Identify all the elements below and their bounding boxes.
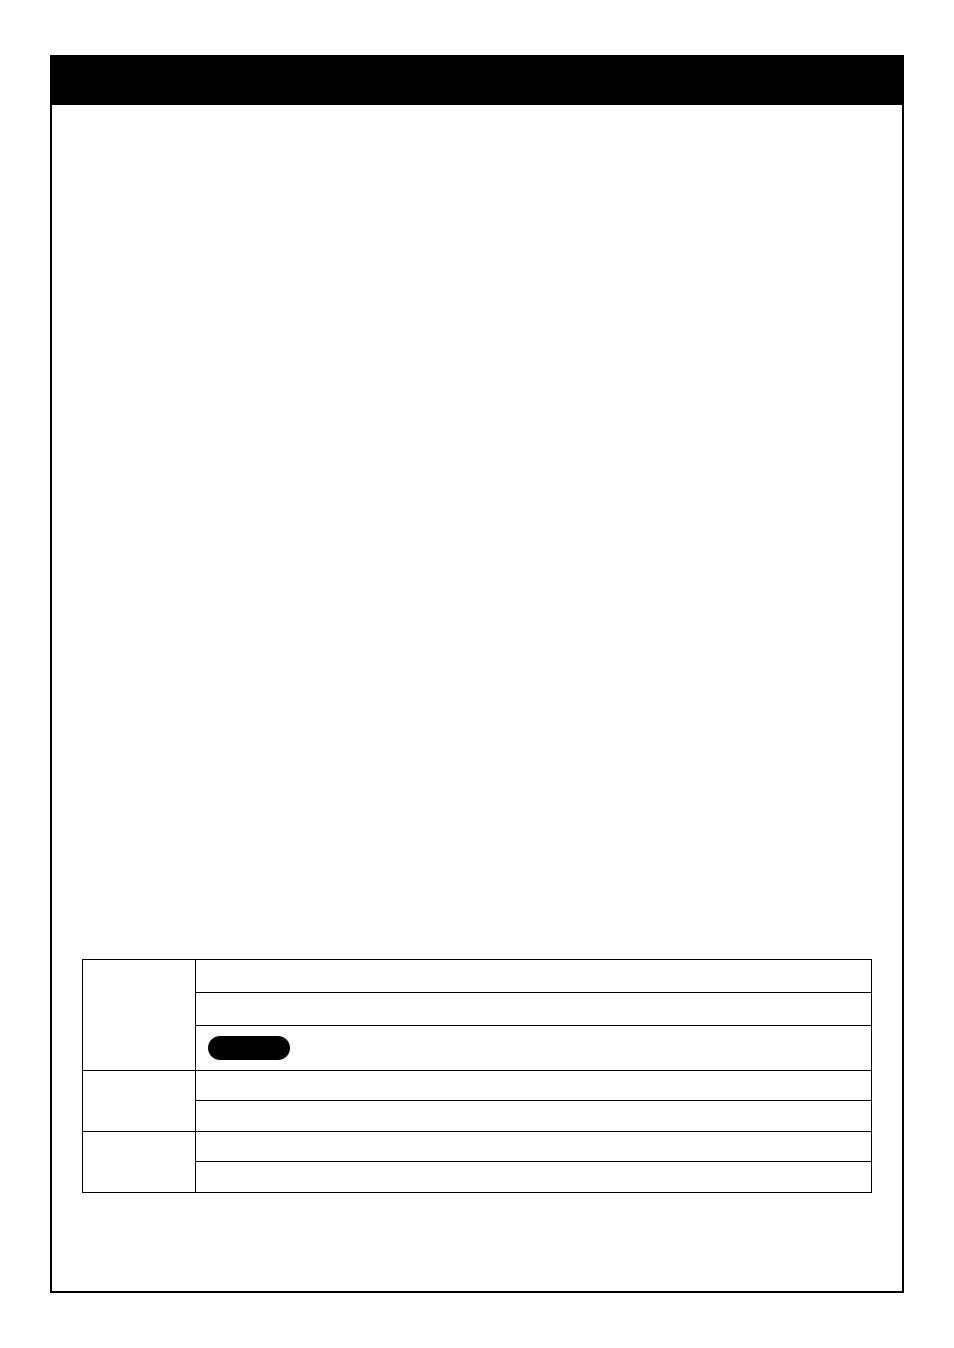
table-cell — [196, 993, 871, 1026]
table-cell — [196, 1071, 871, 1101]
table-row-cells — [195, 960, 871, 1070]
table-cell — [196, 1132, 871, 1162]
table-cell — [196, 1162, 871, 1192]
table-row-cells — [195, 1071, 871, 1131]
table-row — [83, 960, 871, 1071]
page — [0, 0, 954, 1348]
outer-frame — [50, 55, 904, 1293]
table-cell — [196, 1026, 871, 1070]
table-row — [83, 1071, 871, 1132]
header-bar — [52, 57, 902, 105]
table-row-cells — [195, 1132, 871, 1192]
table-row-label — [83, 1071, 195, 1131]
table-row — [83, 1132, 871, 1193]
pill-icon — [208, 1036, 290, 1060]
table-row-label — [83, 960, 195, 1070]
table-cell — [196, 960, 871, 993]
info-table — [82, 959, 872, 1193]
table-row-label — [83, 1132, 195, 1192]
table-cell — [196, 1101, 871, 1131]
